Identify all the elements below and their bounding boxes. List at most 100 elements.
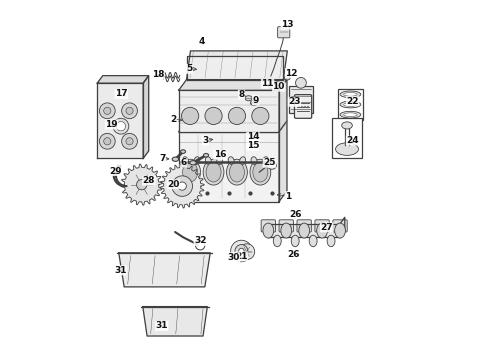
FancyBboxPatch shape	[297, 220, 311, 232]
Polygon shape	[340, 217, 345, 237]
Ellipse shape	[340, 101, 361, 108]
Ellipse shape	[263, 157, 269, 165]
Polygon shape	[279, 121, 287, 202]
Ellipse shape	[228, 157, 234, 165]
Ellipse shape	[252, 107, 269, 125]
Ellipse shape	[285, 76, 290, 80]
Text: 29: 29	[110, 167, 122, 176]
Text: 5: 5	[186, 64, 193, 73]
Circle shape	[104, 138, 111, 145]
Polygon shape	[179, 80, 287, 90]
Circle shape	[172, 176, 193, 196]
Text: 6: 6	[181, 158, 187, 167]
Ellipse shape	[250, 159, 271, 185]
Circle shape	[295, 77, 306, 88]
Text: 7: 7	[159, 154, 166, 163]
Polygon shape	[119, 253, 210, 287]
Text: 15: 15	[246, 141, 259, 150]
Circle shape	[231, 240, 252, 262]
Polygon shape	[143, 76, 148, 158]
Circle shape	[178, 182, 186, 190]
Circle shape	[99, 134, 115, 149]
Ellipse shape	[317, 223, 327, 238]
Polygon shape	[179, 90, 279, 132]
Polygon shape	[121, 164, 162, 205]
FancyBboxPatch shape	[294, 95, 312, 118]
Text: 11: 11	[261, 80, 274, 89]
Bar	[332, 118, 362, 158]
Text: 13: 13	[281, 20, 294, 29]
Text: 3: 3	[202, 136, 209, 145]
Text: 20: 20	[167, 180, 179, 189]
Text: 31: 31	[155, 321, 168, 330]
Ellipse shape	[226, 159, 247, 185]
Text: 19: 19	[105, 120, 118, 129]
Ellipse shape	[217, 157, 222, 165]
Text: 10: 10	[272, 82, 285, 91]
Ellipse shape	[327, 235, 335, 247]
Ellipse shape	[206, 162, 221, 182]
Text: 32: 32	[194, 237, 206, 246]
Text: 26: 26	[289, 210, 301, 219]
Text: 31: 31	[114, 266, 126, 275]
Text: 24: 24	[346, 136, 359, 145]
Text: 28: 28	[143, 176, 155, 185]
Polygon shape	[97, 76, 148, 83]
Ellipse shape	[268, 84, 274, 88]
Text: 12: 12	[285, 69, 298, 78]
Ellipse shape	[281, 223, 292, 238]
Ellipse shape	[274, 82, 280, 86]
Polygon shape	[143, 307, 207, 336]
Text: 18: 18	[152, 70, 165, 79]
Bar	[338, 89, 363, 120]
Ellipse shape	[253, 162, 268, 182]
Ellipse shape	[205, 107, 222, 125]
Circle shape	[122, 134, 137, 149]
FancyBboxPatch shape	[333, 220, 347, 232]
Ellipse shape	[180, 150, 186, 153]
FancyBboxPatch shape	[278, 27, 290, 38]
Ellipse shape	[268, 162, 276, 169]
Circle shape	[239, 244, 255, 260]
Bar	[289, 86, 313, 113]
Ellipse shape	[299, 223, 310, 238]
Text: 30: 30	[227, 253, 240, 262]
Text: 17: 17	[115, 89, 127, 98]
Ellipse shape	[340, 91, 361, 98]
Ellipse shape	[343, 113, 357, 117]
Ellipse shape	[250, 100, 258, 105]
Polygon shape	[187, 51, 287, 80]
Circle shape	[99, 103, 115, 119]
Text: 26: 26	[287, 250, 300, 259]
Text: 25: 25	[263, 158, 276, 167]
Text: 9: 9	[252, 96, 259, 105]
Ellipse shape	[183, 162, 197, 182]
Ellipse shape	[335, 223, 345, 238]
Ellipse shape	[229, 162, 245, 182]
Text: 23: 23	[288, 97, 301, 106]
Polygon shape	[97, 83, 143, 158]
Polygon shape	[160, 164, 204, 208]
Text: 22: 22	[346, 96, 359, 105]
Text: 8: 8	[238, 90, 245, 99]
Ellipse shape	[203, 159, 224, 185]
Circle shape	[122, 103, 137, 119]
FancyBboxPatch shape	[279, 220, 294, 232]
Circle shape	[113, 118, 129, 134]
FancyBboxPatch shape	[315, 220, 329, 232]
FancyBboxPatch shape	[261, 220, 275, 232]
Ellipse shape	[203, 153, 209, 157]
Ellipse shape	[336, 143, 359, 156]
Ellipse shape	[309, 235, 317, 247]
Ellipse shape	[180, 159, 200, 185]
Text: 2: 2	[170, 114, 176, 123]
Text: 27: 27	[320, 223, 333, 232]
Ellipse shape	[251, 157, 257, 165]
Ellipse shape	[228, 107, 245, 125]
Polygon shape	[187, 56, 283, 80]
Text: 1: 1	[285, 192, 291, 201]
Circle shape	[239, 248, 244, 254]
Ellipse shape	[194, 157, 200, 165]
Text: 21: 21	[235, 252, 247, 261]
Ellipse shape	[181, 107, 199, 125]
